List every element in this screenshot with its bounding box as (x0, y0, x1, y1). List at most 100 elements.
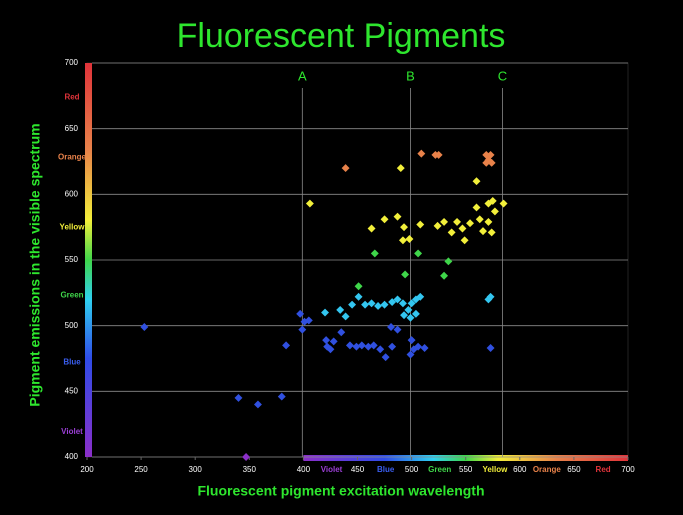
point (322, 336, 331, 345)
point (486, 292, 495, 301)
x-tick-label: 600 (513, 465, 527, 474)
y-tick-label: 450 (65, 386, 79, 395)
point (381, 353, 390, 362)
point (490, 207, 499, 216)
y-spectrum-label: Red (64, 92, 79, 101)
point (277, 392, 286, 401)
point (400, 223, 408, 232)
point (348, 300, 357, 309)
point (376, 345, 385, 354)
x-tick-label: 700 (621, 465, 635, 474)
point (321, 308, 329, 317)
point (486, 344, 495, 352)
point (393, 325, 402, 334)
x-tick-label: 450 (351, 465, 365, 474)
point (234, 393, 243, 402)
point (388, 298, 397, 306)
x-tick-label: 250 (134, 465, 148, 474)
point (440, 271, 449, 280)
point (336, 305, 345, 314)
point (411, 309, 420, 318)
x-axis-label: Fluorescent pigment excitation wavelengt… (197, 483, 484, 499)
point (326, 345, 335, 354)
y-tick-label: 500 (65, 321, 79, 330)
point (414, 249, 423, 258)
x-spectrum-label: Blue (377, 465, 395, 474)
point (472, 177, 481, 186)
point (282, 341, 291, 350)
point (433, 221, 442, 230)
point (416, 292, 425, 301)
point (401, 270, 410, 279)
point (475, 215, 484, 224)
annotation: A (298, 68, 307, 83)
point (341, 312, 350, 321)
point (460, 236, 469, 245)
chart-title: Fluorescent Pigments (177, 17, 506, 55)
point (447, 228, 456, 237)
point (345, 341, 354, 350)
point (393, 295, 402, 304)
point (304, 316, 313, 325)
point (341, 164, 350, 173)
point (329, 337, 338, 346)
y-tick-label: 600 (65, 189, 79, 198)
y-spectrum-label: Orange (58, 153, 87, 162)
annotation: C (498, 68, 507, 83)
point (472, 203, 481, 212)
point (140, 323, 149, 331)
point (370, 249, 379, 258)
x-tick-label: 400 (297, 465, 311, 474)
point (305, 199, 314, 208)
point (404, 305, 413, 314)
point (380, 215, 389, 224)
x-tick-label: 500 (405, 465, 419, 474)
y-spectrum-label: Green (60, 291, 83, 300)
point (487, 228, 496, 237)
x-tick-label: 200 (80, 465, 94, 474)
point (388, 342, 397, 351)
point (398, 299, 407, 308)
point (367, 224, 376, 233)
point (296, 309, 305, 318)
point (420, 344, 429, 352)
point (466, 219, 474, 228)
point (253, 400, 262, 409)
point (367, 299, 376, 308)
point (337, 328, 346, 337)
point (499, 199, 508, 208)
point (393, 212, 402, 221)
x-spectrum-label: Orange (533, 465, 562, 474)
point (400, 311, 408, 320)
point (453, 217, 462, 226)
y-spectrum-bar (85, 63, 92, 457)
point (354, 292, 363, 301)
y-spectrum-label: Violet (61, 427, 83, 436)
y-tick-label: 550 (65, 255, 79, 264)
y-spectrum-label: Blue (63, 358, 81, 367)
point (369, 341, 378, 350)
x-spectrum-label: Violet (321, 465, 343, 474)
y-spectrum-label: Yellow (60, 222, 86, 231)
point (357, 341, 366, 350)
y-tick-label: 650 (65, 124, 79, 133)
point (406, 350, 415, 359)
point (298, 325, 307, 334)
x-tick-label: 350 (243, 465, 257, 474)
x-tick-label: 650 (567, 465, 581, 474)
point (414, 342, 423, 351)
point (444, 257, 453, 266)
x-spectrum-label: Yellow (482, 465, 508, 474)
y-tick-label: 400 (65, 452, 79, 461)
point (398, 236, 407, 245)
x-spectrum-label: Green (428, 465, 451, 474)
point (407, 336, 416, 345)
point (484, 217, 493, 226)
point (374, 302, 383, 310)
point (352, 342, 361, 351)
point (405, 235, 414, 243)
point (387, 323, 396, 331)
y-axis-label: Pigment emissions in the visible spectru… (27, 123, 43, 406)
